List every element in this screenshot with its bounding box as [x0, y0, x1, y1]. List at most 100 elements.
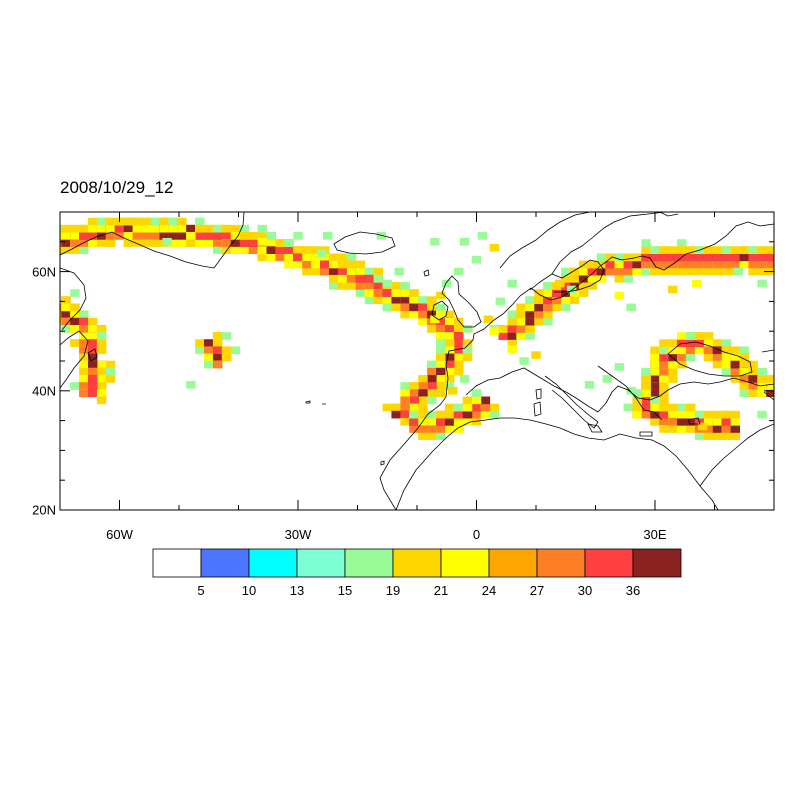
heatmap-cell	[739, 367, 749, 376]
heatmap-cell	[204, 232, 214, 240]
heatmap-cell	[445, 332, 455, 340]
heatmap-cell	[730, 360, 741, 369]
heatmap-cell	[730, 417, 741, 426]
heatmap-cell	[587, 260, 598, 269]
heatmap-cell	[507, 310, 517, 319]
colorbar-box	[152, 548, 202, 578]
heatmap-cell	[105, 224, 116, 233]
heatmap-cell	[641, 239, 651, 247]
heatmap-cell	[221, 332, 232, 340]
heatmap-cell	[703, 417, 714, 426]
heatmap-cell	[88, 375, 98, 383]
heatmap-cell	[775, 382, 784, 390]
heatmap-cell	[204, 346, 214, 355]
heatmap-cell	[632, 389, 642, 398]
heatmap-cell	[60, 232, 62, 240]
heatmap-cell	[445, 317, 455, 326]
heatmap-cell	[614, 253, 625, 262]
heatmap-cell	[409, 296, 419, 305]
heatmap-cell	[79, 317, 89, 326]
lon-tick-label: 30E	[643, 527, 667, 542]
heatmap-cell	[257, 237, 268, 246]
heatmap-cell	[88, 239, 98, 247]
heatmap-cell	[712, 432, 723, 440]
heatmap-cell	[60, 303, 62, 312]
heatmap-cell	[436, 425, 446, 433]
heatmap-cell	[766, 382, 774, 390]
heatmap-cell	[445, 324, 455, 333]
coastline-red-sea	[699, 423, 774, 487]
heatmap-cell	[507, 324, 517, 333]
heatmap-cell	[79, 389, 89, 398]
heatmap-cell	[445, 310, 455, 319]
heatmap-cell	[427, 417, 437, 426]
heatmap-cell	[587, 274, 598, 283]
coastline-sardinia	[533, 401, 542, 417]
heatmap-cell	[703, 339, 714, 347]
heatmap-cell	[409, 289, 419, 297]
heatmap-cell	[418, 382, 428, 390]
heatmap-cell	[88, 353, 98, 362]
heatmap-cell	[400, 417, 410, 426]
heatmap-cell	[483, 315, 494, 324]
heatmap-cell	[462, 396, 473, 405]
heatmap-cell	[96, 339, 107, 347]
heatmap-cell	[650, 375, 660, 383]
heatmap-cell	[445, 425, 455, 433]
heatmap-cell	[703, 332, 714, 340]
heatmap-cell	[498, 332, 508, 340]
heatmap-cell	[596, 260, 607, 269]
heatmap-cell	[685, 267, 696, 276]
heatmap-cell	[284, 246, 294, 254]
heatmap-cell	[391, 303, 401, 312]
heatmap-cell	[391, 403, 401, 412]
heatmap-cell	[266, 232, 276, 240]
heatmap-cell	[61, 296, 71, 305]
heatmap-cell	[730, 246, 741, 254]
heatmap-cell	[409, 382, 419, 390]
heatmap-cell	[186, 232, 196, 240]
heatmap-cell	[659, 403, 669, 412]
heatmap-cell	[605, 260, 616, 269]
heatmap-cell	[685, 332, 696, 340]
heatmap-cell	[739, 360, 749, 369]
heatmap-cell	[739, 375, 749, 383]
heatmap-cell	[697, 422, 708, 431]
coastline-azores	[305, 400, 326, 405]
heatmap-cell	[569, 296, 580, 305]
coastlines	[60, 212, 774, 510]
heatmap-cell	[462, 339, 473, 347]
heatmap-cell	[721, 267, 732, 276]
heatmap-cell	[337, 260, 348, 269]
heatmap-cell	[427, 410, 437, 419]
heatmap-cell	[373, 282, 384, 290]
heatmap-cell	[694, 253, 705, 262]
heatmap-cell	[96, 232, 107, 240]
heatmap-cell	[659, 360, 669, 369]
heatmap-cell	[445, 403, 455, 412]
heatmap-cell	[436, 291, 446, 300]
lat-tick-label: 60N	[32, 264, 56, 280]
heatmap-cell	[685, 339, 696, 347]
heatmap-cell	[275, 239, 285, 247]
heatmap-cell	[757, 253, 767, 262]
heatmap-cell	[418, 417, 428, 426]
heatmap-cell	[427, 432, 437, 440]
heatmap-cell	[677, 410, 687, 419]
heatmap-cell	[257, 246, 268, 254]
colorbar-box	[200, 548, 250, 578]
heatmap-cell	[168, 224, 178, 233]
heatmap-cell	[552, 289, 562, 297]
coastline-corsica	[535, 388, 542, 400]
heatmap-cell	[525, 310, 535, 319]
heatmap-cell	[70, 303, 80, 312]
heatmap-cell	[668, 246, 678, 254]
heatmap-cell	[703, 432, 714, 440]
heatmap-cells	[60, 217, 784, 440]
heatmap-cell	[525, 317, 535, 326]
colorbar	[152, 548, 682, 578]
coastline-balkans	[597, 365, 663, 421]
heatmap-cell	[569, 274, 580, 283]
colorbar-box	[488, 548, 538, 578]
heatmap-cell	[177, 224, 187, 233]
